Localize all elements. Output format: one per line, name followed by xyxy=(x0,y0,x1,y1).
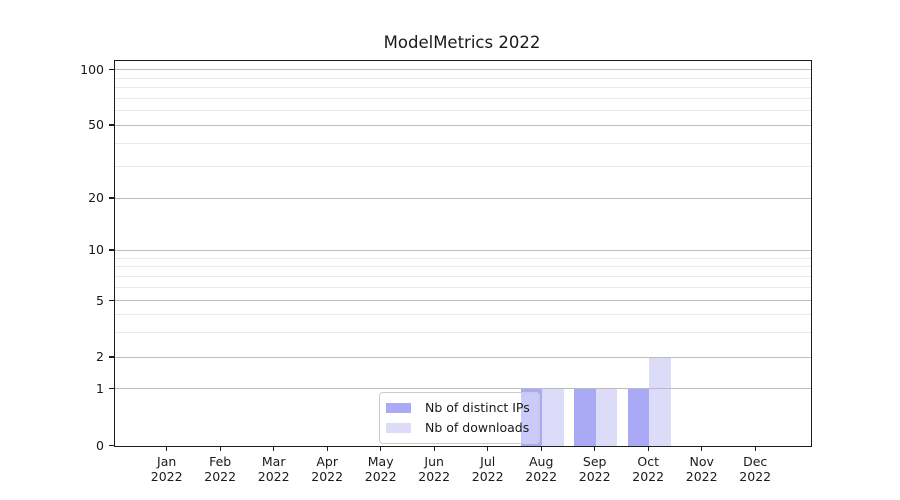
x-tick-label-dec: Dec 2022 xyxy=(739,454,772,484)
y-tick-label-10: 10 xyxy=(88,242,104,258)
x-tick-label-jul: Jul 2022 xyxy=(471,454,504,484)
x-tick-mark-jun xyxy=(433,446,435,451)
gridline-minor-90 xyxy=(115,77,811,79)
plot-area: Nb of distinct IPs Nb of downloads xyxy=(114,60,812,447)
x-tick-mark-mar xyxy=(273,446,275,451)
bar-distinct-ips-oct xyxy=(627,389,650,446)
x-tick-mark-jul xyxy=(487,446,489,451)
x-tick-mark-feb xyxy=(219,446,221,451)
gridline-minor-80 xyxy=(115,87,811,89)
x-tick-mark-jan xyxy=(166,446,168,451)
x-tick-label-may: May 2022 xyxy=(364,454,397,484)
bar-downloads-oct xyxy=(649,358,671,446)
bar-distinct-ips-sep xyxy=(574,389,596,446)
chart-title: ModelMetrics 2022 xyxy=(383,33,541,52)
y-tick-label-5: 5 xyxy=(96,292,104,308)
x-tick-label-jun: Jun 2022 xyxy=(418,454,451,484)
y-tick-mark-0 xyxy=(109,444,114,446)
x-tick-label-sep: Sep 2022 xyxy=(578,454,611,484)
gridline-minor-30 xyxy=(115,165,811,167)
y-tick-label-0: 0 xyxy=(96,437,104,453)
y-tick-mark-50 xyxy=(109,124,114,126)
legend-swatch-distinct-ips xyxy=(386,403,411,413)
bar-downloads-aug xyxy=(542,389,564,446)
x-tick-mark-may xyxy=(380,446,382,451)
gridline-minor-6 xyxy=(115,286,811,288)
y-tick-label-2: 2 xyxy=(96,349,104,365)
bar-distinct-ips-aug xyxy=(520,389,543,446)
gridline-major-10 xyxy=(115,250,811,251)
legend: Nb of distinct IPs Nb of downloads xyxy=(379,392,540,444)
x-tick-label-nov: Nov 2022 xyxy=(685,454,718,484)
gridline-minor-8 xyxy=(115,266,811,268)
gridline-major-5 xyxy=(115,300,811,302)
legend-label-distinct-ips: Nb of distinct IPs xyxy=(425,400,530,415)
y-tick-mark-1 xyxy=(109,387,114,389)
legend-label-downloads: Nb of downloads xyxy=(425,420,530,435)
gridline-minor-3 xyxy=(115,331,811,333)
x-tick-label-aug: Aug 2022 xyxy=(525,454,558,484)
x-tick-label-oct: Oct 2022 xyxy=(632,454,665,484)
y-tick-mark-100 xyxy=(109,68,114,70)
bar-downloads-sep xyxy=(595,389,618,446)
y-tick-label-1: 1 xyxy=(96,380,104,396)
x-tick-label-feb: Feb 2022 xyxy=(204,454,237,484)
x-tick-label-apr: Apr 2022 xyxy=(311,454,344,484)
gridline-major-20 xyxy=(115,197,811,199)
gridline-minor-7 xyxy=(115,275,811,277)
gridline-minor-60 xyxy=(115,110,811,112)
x-tick-mark-dec xyxy=(754,446,756,451)
gridline-minor-70 xyxy=(115,97,811,99)
y-tick-label-100: 100 xyxy=(80,61,104,77)
legend-item-downloads: Nb of downloads xyxy=(386,420,530,436)
x-tick-mark-sep xyxy=(594,446,596,451)
x-tick-mark-oct xyxy=(647,446,649,451)
gridline-major-1 xyxy=(115,388,811,390)
y-tick-mark-10 xyxy=(109,249,114,251)
y-tick-label-20: 20 xyxy=(88,190,104,206)
y-tick-label-50: 50 xyxy=(88,117,104,133)
gridline-minor-40 xyxy=(115,142,811,144)
y-tick-mark-20 xyxy=(109,197,114,199)
x-tick-mark-apr xyxy=(326,446,328,451)
legend-swatch-downloads xyxy=(386,423,411,433)
gridline-minor-4 xyxy=(115,313,811,315)
x-tick-label-jan: Jan 2022 xyxy=(150,454,183,484)
x-tick-label-mar: Mar 2022 xyxy=(257,454,290,484)
legend-item-distinct-ips: Nb of distinct IPs xyxy=(386,400,530,416)
y-tick-mark-2 xyxy=(109,356,114,358)
gridline-major-100 xyxy=(115,69,811,71)
gridline-minor-9 xyxy=(115,257,811,259)
gridline-major-2 xyxy=(115,357,811,358)
x-tick-mark-aug xyxy=(540,446,542,451)
y-tick-mark-5 xyxy=(109,299,114,301)
gridline-major-50 xyxy=(115,125,811,126)
x-tick-mark-nov xyxy=(701,446,703,451)
